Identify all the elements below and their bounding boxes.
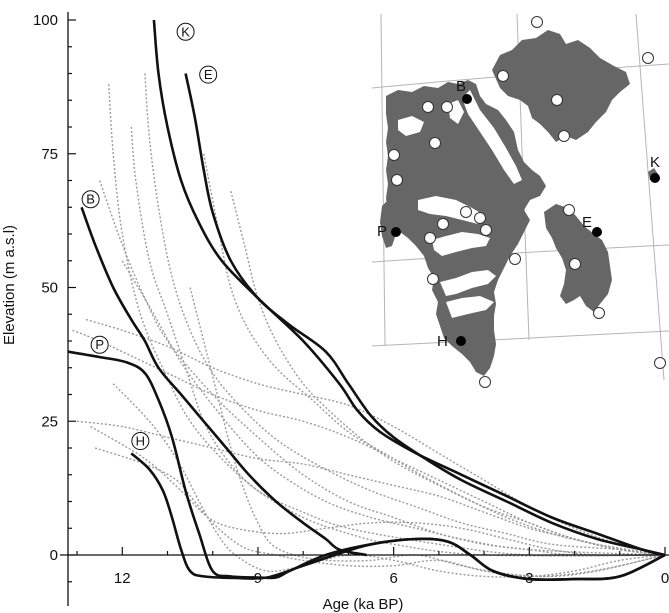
- series-label-circle: [90, 335, 109, 354]
- fjord-inlet: [398, 116, 424, 136]
- series-line-h: [130, 452, 666, 582]
- series-label-circle: [176, 22, 195, 41]
- site-marker-open: [479, 376, 491, 388]
- series-label-b: B: [81, 190, 100, 209]
- site-marker-open: [497, 70, 509, 82]
- series-label-text: K: [181, 24, 190, 39]
- site-marker-open: [474, 212, 486, 224]
- axes: [60, 12, 669, 606]
- y-ticks: 0 25 50 75 100: [33, 12, 76, 583]
- graticule-latitude-line: [371, 330, 669, 347]
- curve-labels: K E B P H: [81, 22, 218, 451]
- background-series-line: [72, 329, 666, 556]
- background-series-line: [108, 84, 666, 557]
- series-line-e: [184, 73, 666, 557]
- graticule-meridian-line: [380, 13, 386, 347]
- fjord-inlet: [432, 232, 490, 256]
- site-marker-open: [441, 101, 453, 113]
- site-marker-open: [391, 174, 403, 186]
- series-label-circle: [131, 432, 150, 451]
- x-axis-title: Age (ka BP): [323, 596, 404, 613]
- site-marker-h: [456, 336, 466, 346]
- site-marker-open: [437, 218, 449, 230]
- svalbard-map-inset: B K P E H: [371, 13, 669, 388]
- site-marker-open: [642, 52, 654, 64]
- y-tick-label: 100: [33, 12, 58, 29]
- site-marker-open: [429, 137, 441, 149]
- site-marker-open: [427, 273, 439, 285]
- fjords: [398, 90, 522, 318]
- site-marker-p: [391, 227, 401, 237]
- site-marker-open: [388, 149, 400, 161]
- site-marker-open: [569, 258, 581, 270]
- site-marker-open: [531, 16, 543, 28]
- background-series-line: [144, 73, 666, 556]
- background-series-line: [94, 447, 666, 578]
- site-labels: B K P E H: [377, 78, 660, 350]
- y-tick-label: 75: [41, 146, 58, 163]
- highlighted-site-markers: [391, 94, 660, 346]
- fjord-inlet: [440, 270, 496, 296]
- y-tick-label: 25: [41, 413, 58, 430]
- y-tick-label: 50: [41, 280, 58, 297]
- graticule-latitude-line: [371, 244, 669, 263]
- x-tick-label: 0: [661, 570, 669, 587]
- nordaustlandet-island: [492, 30, 630, 142]
- series-label-h: H: [131, 432, 150, 451]
- background-curves: [72, 73, 666, 578]
- x-tick-label: 3: [525, 570, 533, 587]
- highlighted-curves: [68, 19, 666, 582]
- site-label-b: B: [456, 78, 466, 95]
- y-axis-title: Elevation (m a.s.l): [1, 225, 18, 345]
- y-tick-label: 0: [50, 547, 58, 564]
- series-label-text: H: [136, 434, 145, 449]
- background-series-line: [189, 287, 666, 578]
- background-series-line: [112, 383, 666, 578]
- background-series-line: [230, 191, 666, 556]
- site-marker-open: [509, 253, 521, 265]
- fjord-inlet: [446, 296, 494, 318]
- site-marker-b: [462, 94, 472, 104]
- series-label-p: P: [90, 335, 109, 354]
- series-label-circle: [81, 190, 100, 209]
- site-marker-open: [551, 94, 563, 106]
- series-label-circle: [199, 65, 218, 84]
- series-label-text: B: [86, 192, 95, 207]
- x-ticks: 12 9 6 3 0: [76, 547, 669, 587]
- site-marker-e: [592, 227, 602, 237]
- site-marker-open: [593, 307, 605, 319]
- series-label-text: E: [204, 67, 213, 82]
- site-marker-k: [650, 173, 660, 183]
- site-marker-open: [460, 206, 472, 218]
- site-marker-open: [480, 224, 492, 236]
- series-line-k: [152, 19, 666, 557]
- site-label-e: E: [582, 214, 592, 231]
- background-series-line: [130, 126, 666, 557]
- series-line-b: [80, 206, 367, 557]
- site-marker-open: [558, 130, 570, 142]
- x-tick-label: 12: [114, 570, 131, 587]
- fjord-inlet: [462, 90, 522, 184]
- x-tick-label: 6: [389, 570, 397, 587]
- background-series-line: [203, 153, 666, 556]
- site-label-h: H: [437, 333, 448, 350]
- series-label-k: K: [176, 22, 195, 41]
- background-series-line: [121, 260, 666, 556]
- site-marker-open: [422, 101, 434, 113]
- edgeoya-island: [544, 204, 612, 312]
- series-label-e: E: [199, 65, 218, 84]
- site-label-p: P: [377, 223, 387, 240]
- series-label-text: P: [95, 337, 104, 352]
- site-marker-open: [654, 357, 666, 369]
- site-marker-open: [424, 232, 436, 244]
- site-marker-open: [563, 204, 575, 216]
- graticule-meridian-line: [635, 13, 665, 381]
- x-tick-label: 9: [254, 570, 262, 587]
- open-site-markers: [388, 16, 666, 388]
- site-label-k: K: [650, 154, 660, 171]
